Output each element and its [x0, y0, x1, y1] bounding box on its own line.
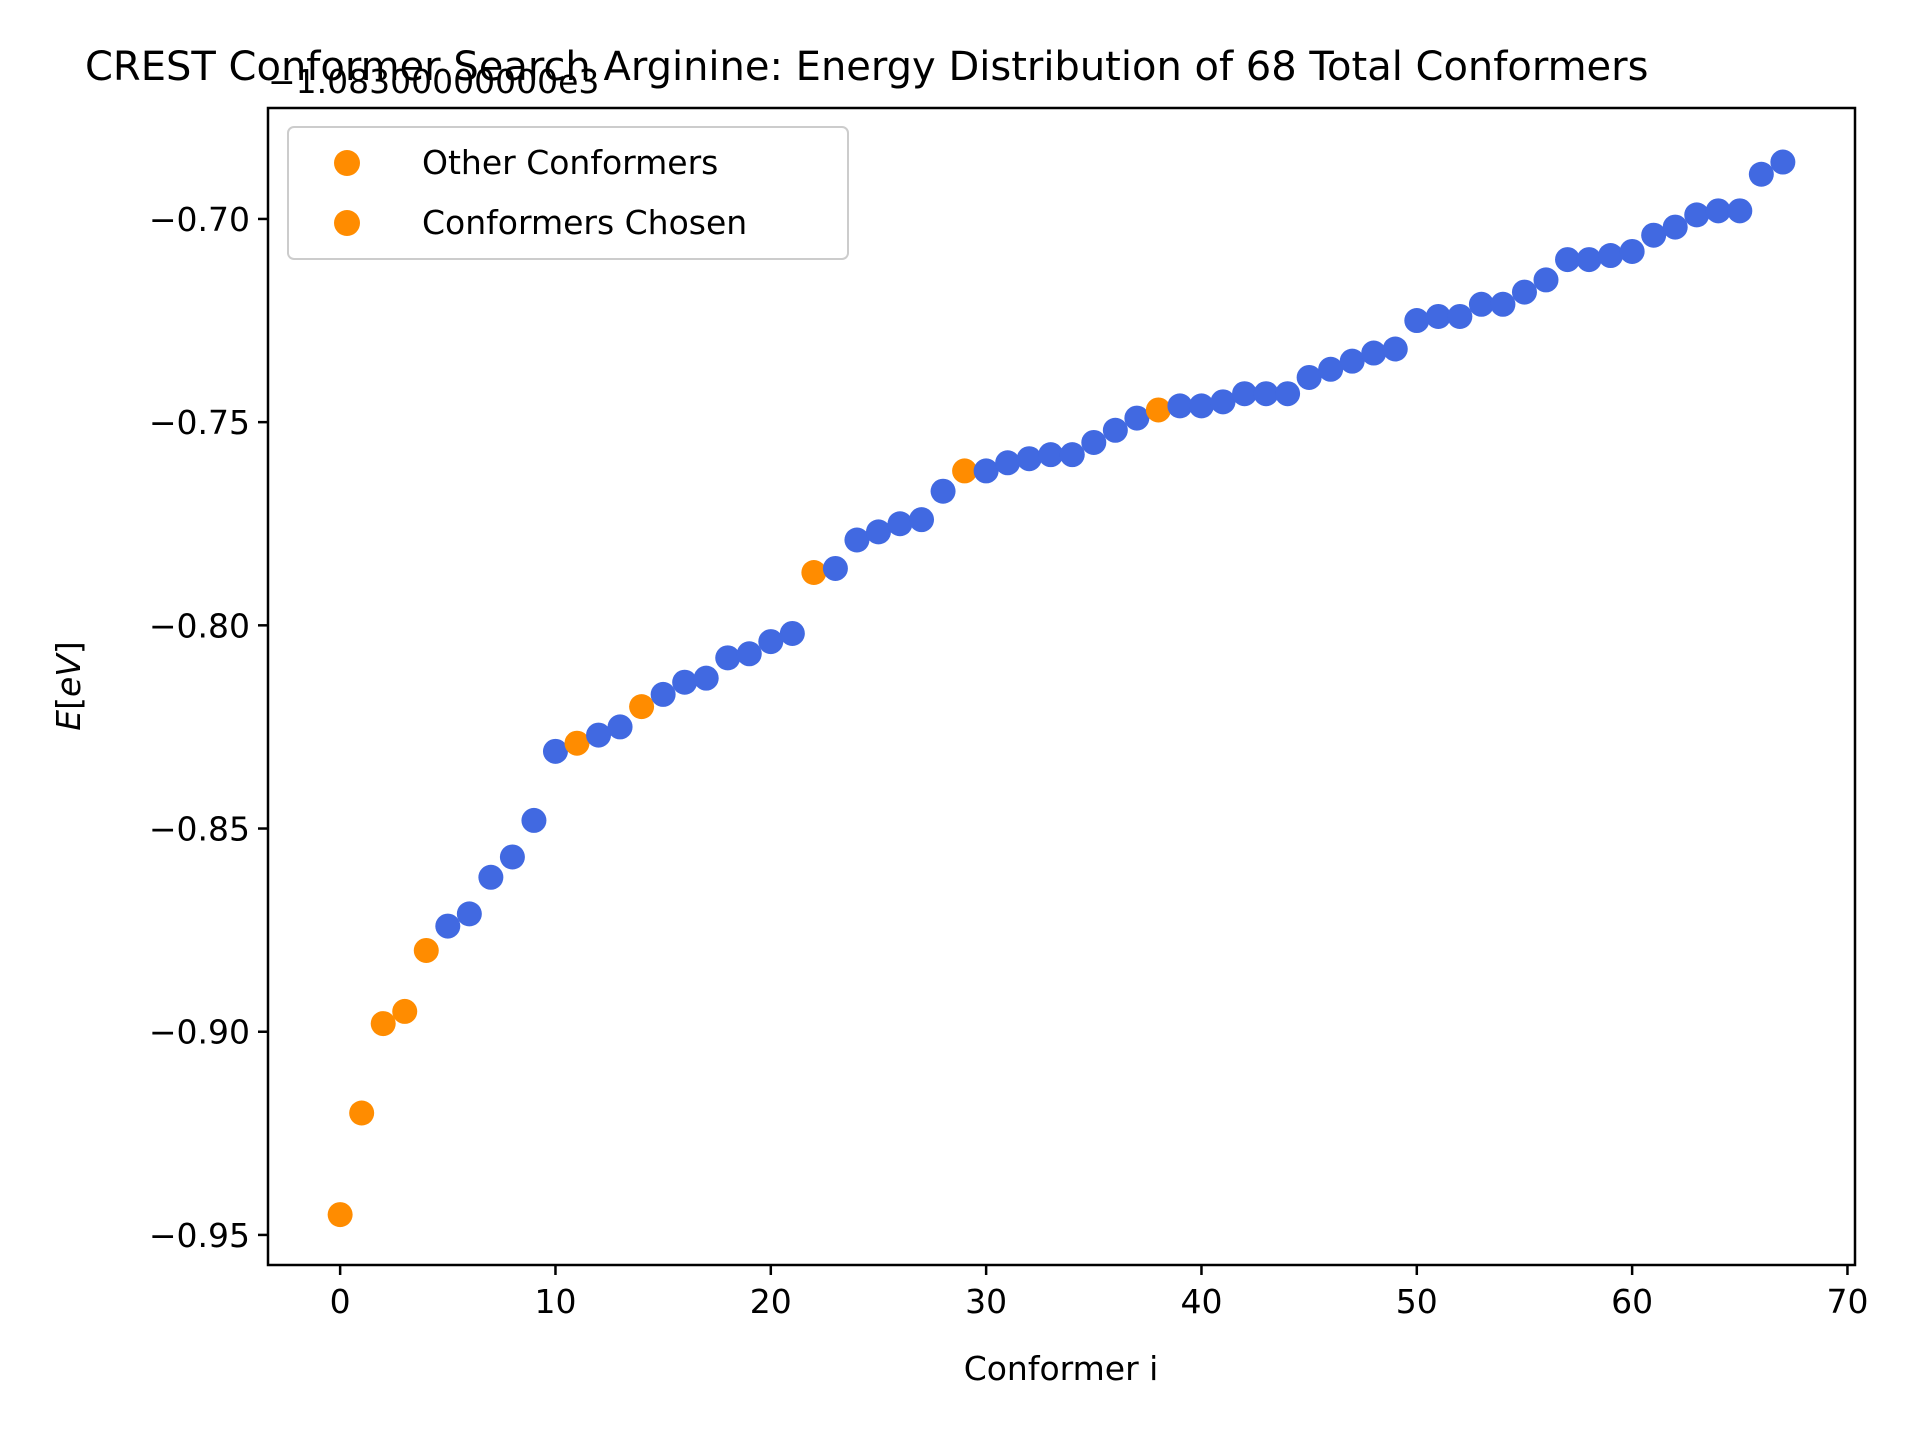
chosen-conformer-point: [413, 937, 439, 963]
other-conformer-point: [1576, 247, 1602, 273]
other-conformer-point: [1275, 381, 1301, 407]
other-conformer-point: [1296, 364, 1322, 390]
other-conformer-point: [1016, 446, 1042, 472]
other-conformer-point: [1425, 303, 1451, 329]
legend-marker-conformers-chosen: [334, 210, 360, 236]
other-conformer-point: [1124, 405, 1150, 431]
y-tick-label: −0.90: [149, 1013, 250, 1052]
other-conformer-point: [1555, 247, 1581, 273]
chosen-conformer-point: [327, 1202, 353, 1228]
other-conformer-point: [995, 450, 1021, 476]
other-conformer-point: [1188, 393, 1214, 419]
other-conformer-point: [1468, 291, 1494, 317]
legend-label-conformers-chosen: Conformers Chosen: [422, 203, 747, 242]
other-conformer-point: [1318, 356, 1344, 382]
chosen-conformer-point: [629, 694, 655, 720]
other-conformer-point: [1533, 267, 1559, 293]
other-conformer-point: [1770, 149, 1796, 175]
other-conformer-point: [1684, 202, 1710, 228]
other-conformer-point: [909, 507, 935, 533]
y-tick-label: −0.85: [149, 810, 250, 849]
other-conformer-point: [1210, 389, 1236, 415]
other-conformer-point: [521, 807, 547, 833]
other-conformer-point: [1447, 303, 1473, 329]
legend-marker-other-conformers: [334, 150, 360, 176]
other-conformer-point: [736, 641, 762, 667]
other-conformer-point: [435, 913, 461, 939]
other-conformer-point: [586, 722, 612, 748]
other-conformer-point: [672, 669, 698, 695]
x-tick-label: 0: [330, 1282, 351, 1321]
other-conformer-point: [1705, 198, 1731, 224]
other-conformer-point: [758, 629, 784, 655]
chosen-conformer-point: [1145, 397, 1171, 423]
x-tick-label: 30: [965, 1282, 1007, 1321]
chosen-conformer-point: [801, 560, 827, 586]
chosen-conformer-point: [952, 458, 978, 484]
legend-label-other-conformers: Other Conformers: [422, 143, 718, 182]
other-conformer-point: [844, 527, 870, 553]
other-conformer-point: [693, 665, 719, 691]
other-conformer-point: [1490, 291, 1516, 317]
other-conformer-point: [779, 620, 805, 646]
x-tick-label: 10: [534, 1282, 576, 1321]
other-conformer-point: [1382, 336, 1408, 362]
chosen-conformer-point: [392, 998, 418, 1024]
legend-box: [287, 126, 849, 260]
y-axis-ticks: −0.95 −0.90 −0.85 −0.80 −0.75 −0.70: [149, 200, 268, 1255]
x-tick-label: 60: [1611, 1282, 1653, 1321]
other-conformer-point: [822, 555, 848, 581]
y-axis-offset-label: −1.08300000000e3: [268, 62, 599, 101]
x-tick-label: 50: [1396, 1282, 1438, 1321]
other-conformer-point: [456, 901, 482, 927]
other-conformer-point: [1748, 161, 1774, 187]
other-conformer-point: [930, 478, 956, 504]
other-conformer-point: [1102, 417, 1128, 443]
chosen-conformer-point: [564, 730, 590, 756]
other-conformer-point: [1167, 393, 1193, 419]
x-tick-label: 20: [750, 1282, 792, 1321]
other-conformer-point: [887, 511, 913, 537]
other-conformer-point: [478, 864, 504, 890]
other-conformer-point: [650, 681, 676, 707]
chosen-conformer-point: [349, 1100, 375, 1126]
plot-area-frame: [266, 106, 1857, 1267]
other-conformer-point: [1339, 348, 1365, 374]
y-tick-label: −0.95: [149, 1216, 250, 1255]
data-points: [327, 149, 1796, 1228]
other-conformer-point: [1232, 381, 1258, 407]
other-conformer-point: [1619, 238, 1645, 264]
other-conformer-point: [499, 844, 525, 870]
y-tick-label: −0.80: [149, 606, 250, 645]
y-tick-label: −0.75: [149, 403, 250, 442]
other-conformer-point: [1038, 442, 1064, 468]
other-conformer-point: [973, 458, 999, 484]
other-conformer-point: [1662, 214, 1688, 240]
other-conformer-point: [1598, 243, 1624, 269]
x-tick-label: 40: [1180, 1282, 1222, 1321]
x-axis-ticks: 0 10 20 30 40 50 60 70: [330, 1265, 1868, 1321]
other-conformer-point: [715, 645, 741, 671]
y-axis-label: E[eV]: [49, 641, 88, 731]
other-conformer-point: [607, 714, 633, 740]
other-conformer-point: [1081, 429, 1107, 455]
chart-title: CREST Conformer Search Arginine: Energy …: [85, 44, 1648, 90]
other-conformer-point: [1253, 381, 1279, 407]
other-conformer-point: [1641, 222, 1667, 248]
y-tick-label: −0.70: [149, 200, 250, 239]
other-conformer-point: [1059, 442, 1085, 468]
other-conformer-point: [542, 738, 568, 764]
other-conformer-point: [865, 519, 891, 545]
x-axis-label: Conformer i: [964, 1349, 1159, 1388]
other-conformer-point: [1511, 279, 1537, 305]
chosen-conformer-point: [370, 1011, 396, 1037]
other-conformer-point: [1727, 198, 1753, 224]
legend: Other Conformers Conformers Chosen: [287, 126, 849, 260]
other-conformer-point: [1361, 340, 1387, 366]
x-tick-label: 70: [1826, 1282, 1868, 1321]
other-conformer-point: [1404, 308, 1430, 334]
